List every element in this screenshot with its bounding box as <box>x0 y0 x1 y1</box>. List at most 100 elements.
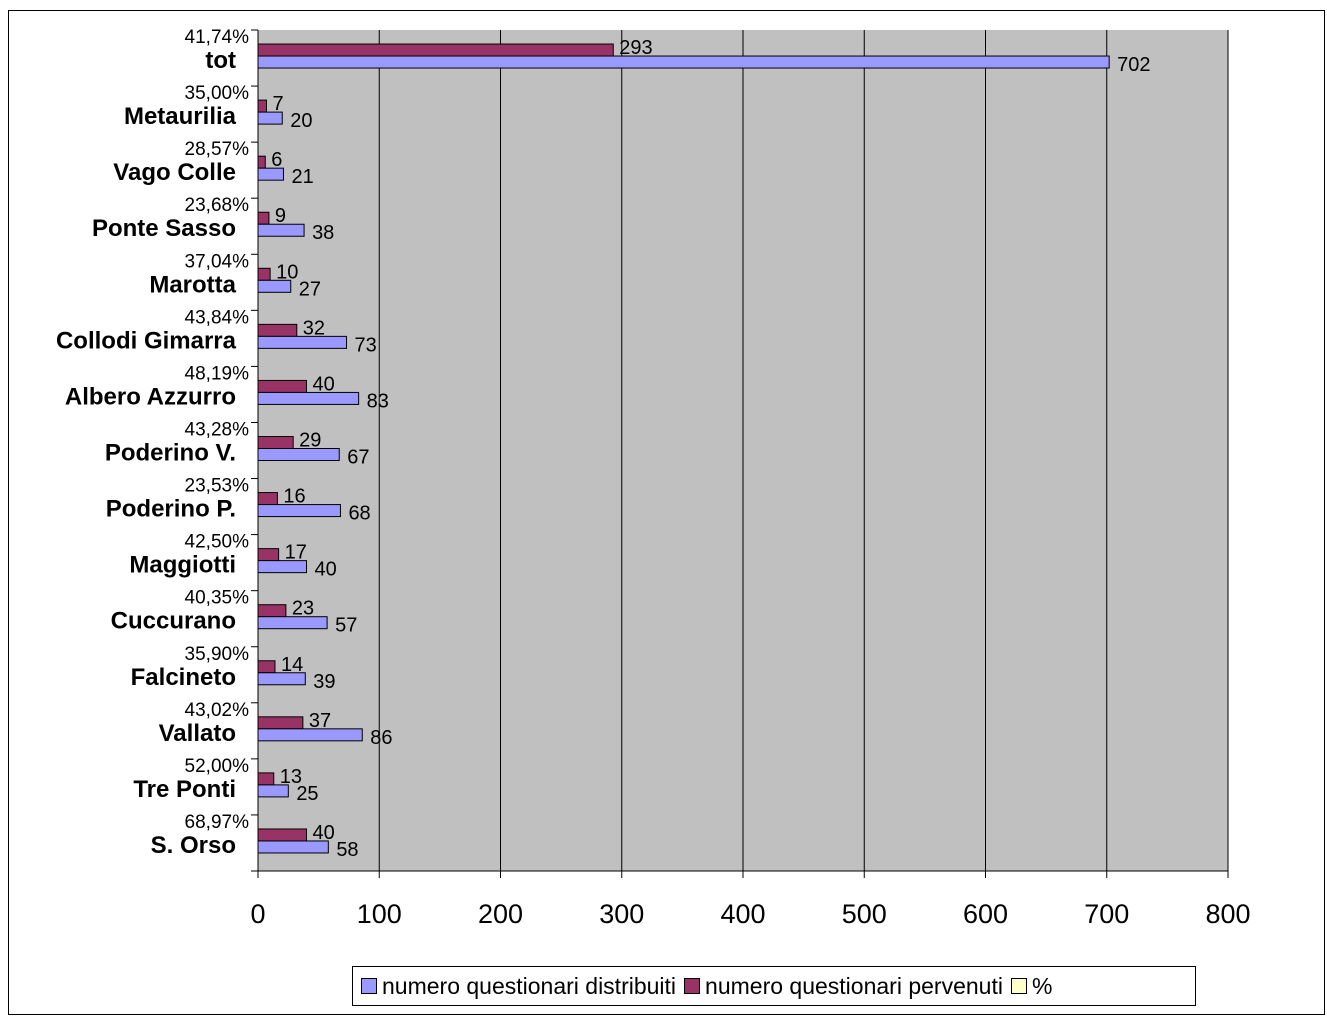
bar-pervenuti <box>257 155 266 169</box>
data-label-distribuiti: 67 <box>347 447 369 469</box>
bar-pervenuti <box>257 267 271 281</box>
bar-distribuiti <box>257 504 341 518</box>
category-label: tot <box>205 47 236 74</box>
bar-pervenuti <box>257 492 278 506</box>
bar-distribuiti <box>257 223 305 237</box>
x-tick-label: 300 <box>599 899 644 929</box>
bar-distribuiti <box>257 335 348 349</box>
bar-distribuiti <box>257 55 1110 69</box>
category-label: Falcineto <box>131 664 236 691</box>
bar-distribuiti <box>257 111 283 125</box>
data-label-pervenuti: 29 <box>299 430 321 452</box>
legend-swatch-distribuiti <box>361 978 377 994</box>
legend-item-pervenuti: numero questionari pervenuti <box>684 973 1003 1000</box>
legend-label-distribuiti: numero questionari distribuiti <box>382 972 677 999</box>
bar-pervenuti <box>257 548 280 562</box>
bar-pervenuti <box>257 379 307 393</box>
data-label-pervenuti: 10 <box>276 261 298 283</box>
x-tick-label: 100 <box>357 899 402 929</box>
legend-label-pervenuti: numero questionari pervenuti <box>705 972 1003 999</box>
data-label-pervenuti: 293 <box>619 37 652 59</box>
percent-label: 35,00% <box>185 83 250 104</box>
percent-label: 28,57% <box>185 139 250 160</box>
legend-item-percent: % <box>1010 972 1053 1000</box>
percent-label: 42,50% <box>185 532 250 553</box>
percent-label: 52,00% <box>185 756 250 777</box>
bar-distribuiti <box>257 784 289 798</box>
data-label-pervenuti: 40 <box>313 822 335 844</box>
legend-swatch-pervenuti <box>684 978 701 994</box>
data-label-distribuiti: 702 <box>1117 54 1150 76</box>
bar-distribuiti <box>257 279 292 293</box>
bar-pervenuti <box>257 43 614 57</box>
bar-distribuiti <box>257 167 284 181</box>
bar-distribuiti <box>257 560 307 574</box>
legend-item-distribuiti: numero questionari distribuiti <box>361 973 676 1000</box>
percent-label: 43,84% <box>185 307 250 328</box>
category-label: Albero Azzurro <box>65 383 236 410</box>
x-tick-label: 400 <box>720 899 765 929</box>
data-label-distribuiti: 73 <box>355 334 377 356</box>
chart-frame <box>8 10 1325 1015</box>
data-label-pervenuti: 7 <box>272 93 283 115</box>
x-tick-label: 800 <box>1205 899 1250 929</box>
data-label-distribuiti: 27 <box>299 278 321 300</box>
percent-label: 37,04% <box>185 251 250 272</box>
bar-pervenuti <box>257 323 298 337</box>
data-label-distribuiti: 39 <box>313 671 335 693</box>
percent-label: 41,74% <box>185 27 250 48</box>
data-label-pervenuti: 14 <box>281 654 303 676</box>
data-label-distribuiti: 38 <box>312 222 334 244</box>
category-label: Marotta <box>149 271 236 298</box>
category-label: Maggiotti <box>129 552 236 579</box>
data-label-pervenuti: 6 <box>271 149 282 171</box>
x-tick-label: 500 <box>842 899 887 929</box>
legend-label-percent: % <box>1031 972 1053 999</box>
bar-distribuiti <box>257 616 328 630</box>
x-tick-label: 700 <box>1084 899 1129 929</box>
percent-label: 35,90% <box>185 644 250 665</box>
category-label: Vago Colle <box>113 159 236 186</box>
data-label-distribuiti: 86 <box>370 727 392 749</box>
data-label-pervenuti: 17 <box>285 542 307 564</box>
bar-pervenuti <box>257 772 275 786</box>
data-label-distribuiti: 68 <box>348 503 370 525</box>
data-label-pervenuti: 16 <box>283 486 305 508</box>
bar-pervenuti <box>257 211 270 225</box>
percent-label: 40,35% <box>185 588 250 609</box>
category-label: Poderino V. <box>105 440 236 467</box>
percent-label: 43,02% <box>185 700 250 721</box>
bar-distribuiti <box>257 840 329 854</box>
data-label-pervenuti: 9 <box>275 205 286 227</box>
bar-pervenuti <box>257 716 304 730</box>
data-label-distribuiti: 20 <box>290 110 312 132</box>
category-label: Vallato <box>159 720 236 747</box>
bar-pervenuti <box>257 436 294 449</box>
data-label-distribuiti: 57 <box>335 615 357 637</box>
percent-label: 23,68% <box>185 195 250 216</box>
percent-label: 43,28% <box>185 420 250 441</box>
data-label-distribuiti: 25 <box>296 783 318 805</box>
data-label-pervenuti: 40 <box>313 373 335 395</box>
percent-label: 48,19% <box>185 363 250 384</box>
data-label-pervenuti: 32 <box>303 317 325 339</box>
data-label-distribuiti: 58 <box>336 839 358 861</box>
bar-pervenuti <box>257 604 287 618</box>
bar-distribuiti <box>257 672 306 686</box>
category-label: Tre Ponti <box>133 776 236 803</box>
data-label-distribuiti: 83 <box>367 390 389 412</box>
data-label-pervenuti: 13 <box>280 766 302 788</box>
bar-distribuiti <box>257 391 360 405</box>
data-label-distribuiti: 21 <box>291 166 313 188</box>
data-label-distribuiti: 40 <box>315 559 337 581</box>
percent-label: 23,53% <box>185 476 250 497</box>
bar-pervenuti <box>257 99 267 113</box>
legend: numero questionari distribuiti numero qu… <box>352 966 1196 1006</box>
bar-distribuiti <box>257 728 363 742</box>
x-tick-label: 600 <box>963 899 1008 929</box>
data-label-pervenuti: 23 <box>292 598 314 620</box>
percent-label: 68,97% <box>185 812 250 833</box>
category-label: Poderino P. <box>106 496 236 523</box>
category-label: Metaurilia <box>124 103 237 130</box>
